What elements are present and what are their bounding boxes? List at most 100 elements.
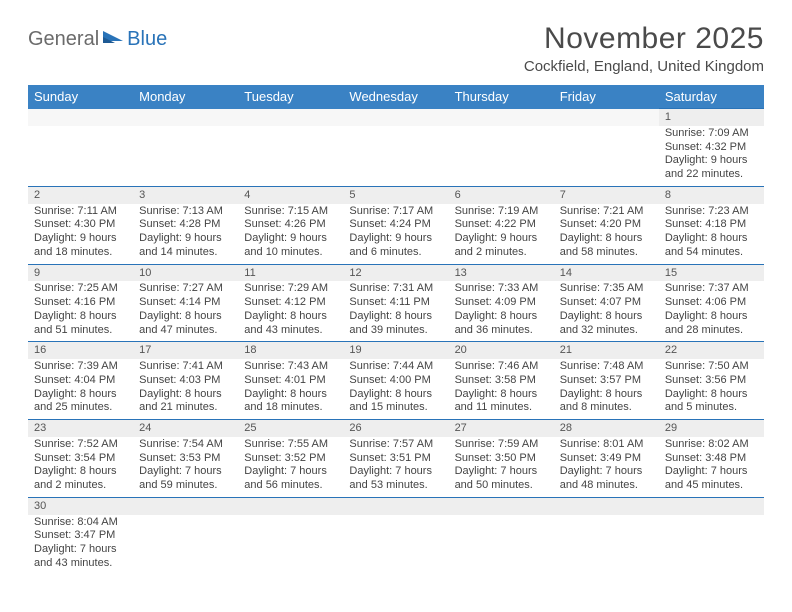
logo-text-blue: Blue <box>127 28 167 51</box>
day-day2: and 43 minutes. <box>244 324 337 338</box>
day-sunrise: Sunrise: 8:01 AM <box>560 438 653 452</box>
day-sunset: Sunset: 4:32 PM <box>665 141 758 155</box>
day-sunset: Sunset: 3:52 PM <box>244 452 337 466</box>
day-number-cell: 24 <box>133 420 238 437</box>
day-day2: and 45 minutes. <box>665 479 758 493</box>
day-info-cell: Sunrise: 8:01 AMSunset: 3:49 PMDaylight:… <box>554 437 659 498</box>
day-day2: and 54 minutes. <box>665 246 758 260</box>
day-number-cell: 14 <box>554 264 659 281</box>
day-day2: and 50 minutes. <box>455 479 548 493</box>
day-day2: and 56 minutes. <box>244 479 337 493</box>
day-day1: Daylight: 9 hours <box>139 232 232 246</box>
day-sunrise: Sunrise: 7:50 AM <box>665 360 758 374</box>
day-day1: Daylight: 8 hours <box>139 310 232 324</box>
day-sunset: Sunset: 4:06 PM <box>665 296 758 310</box>
day-day1: Daylight: 8 hours <box>139 388 232 402</box>
day-sunset: Sunset: 3:58 PM <box>455 374 548 388</box>
header: General Blue November 2025 Cockfield, En… <box>28 22 764 75</box>
month-title: November 2025 <box>524 22 764 56</box>
day-day2: and 43 minutes. <box>34 557 127 571</box>
day-day1: Daylight: 9 hours <box>34 232 127 246</box>
day-sunrise: Sunrise: 7:35 AM <box>560 282 653 296</box>
day-sunset: Sunset: 4:00 PM <box>349 374 442 388</box>
calendar-table: SundayMondayTuesdayWednesdayThursdayFrid… <box>28 85 764 575</box>
day-sunrise: Sunrise: 7:17 AM <box>349 205 442 219</box>
day-info-cell: Sunrise: 7:59 AMSunset: 3:50 PMDaylight:… <box>449 437 554 498</box>
day-sunset: Sunset: 3:49 PM <box>560 452 653 466</box>
day-number-cell <box>449 497 554 514</box>
day-sunrise: Sunrise: 7:46 AM <box>455 360 548 374</box>
day-number-cell: 19 <box>343 342 448 359</box>
day-number-row: 30 <box>28 497 764 514</box>
day-sunset: Sunset: 4:28 PM <box>139 218 232 232</box>
day-info-cell: Sunrise: 7:37 AMSunset: 4:06 PMDaylight:… <box>659 281 764 342</box>
day-info-cell: Sunrise: 7:44 AMSunset: 4:00 PMDaylight:… <box>343 359 448 420</box>
day-number-cell <box>28 109 133 126</box>
day-day1: Daylight: 8 hours <box>349 310 442 324</box>
day-number-cell: 28 <box>554 420 659 437</box>
day-number-cell <box>343 497 448 514</box>
day-number-cell: 22 <box>659 342 764 359</box>
day-info-cell <box>238 126 343 187</box>
day-info-cell: Sunrise: 7:21 AMSunset: 4:20 PMDaylight:… <box>554 204 659 265</box>
day-number-cell: 20 <box>449 342 554 359</box>
day-day1: Daylight: 7 hours <box>244 465 337 479</box>
day-day1: Daylight: 8 hours <box>665 310 758 324</box>
day-info-cell: Sunrise: 7:33 AMSunset: 4:09 PMDaylight:… <box>449 281 554 342</box>
day-info-cell: Sunrise: 7:43 AMSunset: 4:01 PMDaylight:… <box>238 359 343 420</box>
day-info-cell: Sunrise: 7:39 AMSunset: 4:04 PMDaylight:… <box>28 359 133 420</box>
day-info-cell: Sunrise: 7:50 AMSunset: 3:56 PMDaylight:… <box>659 359 764 420</box>
day-header: Sunday <box>28 85 133 109</box>
day-sunset: Sunset: 4:12 PM <box>244 296 337 310</box>
day-info-cell: Sunrise: 7:15 AMSunset: 4:26 PMDaylight:… <box>238 204 343 265</box>
day-sunset: Sunset: 4:07 PM <box>560 296 653 310</box>
day-day2: and 21 minutes. <box>139 401 232 415</box>
day-day1: Daylight: 8 hours <box>455 388 548 402</box>
day-header: Friday <box>554 85 659 109</box>
day-number-cell: 9 <box>28 264 133 281</box>
day-info-cell <box>659 515 764 575</box>
day-day2: and 10 minutes. <box>244 246 337 260</box>
day-sunrise: Sunrise: 7:39 AM <box>34 360 127 374</box>
title-block: November 2025 Cockfield, England, United… <box>524 22 764 75</box>
day-sunrise: Sunrise: 7:23 AM <box>665 205 758 219</box>
day-info-cell <box>133 126 238 187</box>
day-day2: and 15 minutes. <box>349 401 442 415</box>
day-day1: Daylight: 8 hours <box>349 388 442 402</box>
day-sunrise: Sunrise: 7:21 AM <box>560 205 653 219</box>
day-sunrise: Sunrise: 7:54 AM <box>139 438 232 452</box>
day-sunrise: Sunrise: 7:15 AM <box>244 205 337 219</box>
day-info-cell: Sunrise: 7:17 AMSunset: 4:24 PMDaylight:… <box>343 204 448 265</box>
day-day2: and 5 minutes. <box>665 401 758 415</box>
day-sunset: Sunset: 3:53 PM <box>139 452 232 466</box>
day-day2: and 36 minutes. <box>455 324 548 338</box>
day-info-cell <box>554 515 659 575</box>
day-info-cell: Sunrise: 7:29 AMSunset: 4:12 PMDaylight:… <box>238 281 343 342</box>
day-number-cell: 26 <box>343 420 448 437</box>
day-day2: and 2 minutes. <box>455 246 548 260</box>
day-number-row: 9101112131415 <box>28 264 764 281</box>
day-day2: and 28 minutes. <box>665 324 758 338</box>
day-info-row: Sunrise: 7:11 AMSunset: 4:30 PMDaylight:… <box>28 204 764 265</box>
day-day1: Daylight: 8 hours <box>34 310 127 324</box>
day-number-cell: 30 <box>28 497 133 514</box>
day-info-cell: Sunrise: 7:13 AMSunset: 4:28 PMDaylight:… <box>133 204 238 265</box>
day-info-row: Sunrise: 7:09 AMSunset: 4:32 PMDaylight:… <box>28 126 764 187</box>
day-sunset: Sunset: 4:30 PM <box>34 218 127 232</box>
day-number-cell: 17 <box>133 342 238 359</box>
day-day1: Daylight: 9 hours <box>455 232 548 246</box>
day-number-cell: 15 <box>659 264 764 281</box>
day-number-cell: 18 <box>238 342 343 359</box>
day-info-cell <box>133 515 238 575</box>
day-day1: Daylight: 8 hours <box>665 388 758 402</box>
day-info-row: Sunrise: 7:52 AMSunset: 3:54 PMDaylight:… <box>28 437 764 498</box>
day-number-cell <box>238 109 343 126</box>
day-sunrise: Sunrise: 8:04 AM <box>34 516 127 530</box>
day-info-cell <box>343 126 448 187</box>
day-number-cell <box>659 497 764 514</box>
day-day2: and 39 minutes. <box>349 324 442 338</box>
day-number-cell: 16 <box>28 342 133 359</box>
day-day2: and 22 minutes. <box>665 168 758 182</box>
day-info-cell <box>449 515 554 575</box>
day-sunset: Sunset: 4:03 PM <box>139 374 232 388</box>
